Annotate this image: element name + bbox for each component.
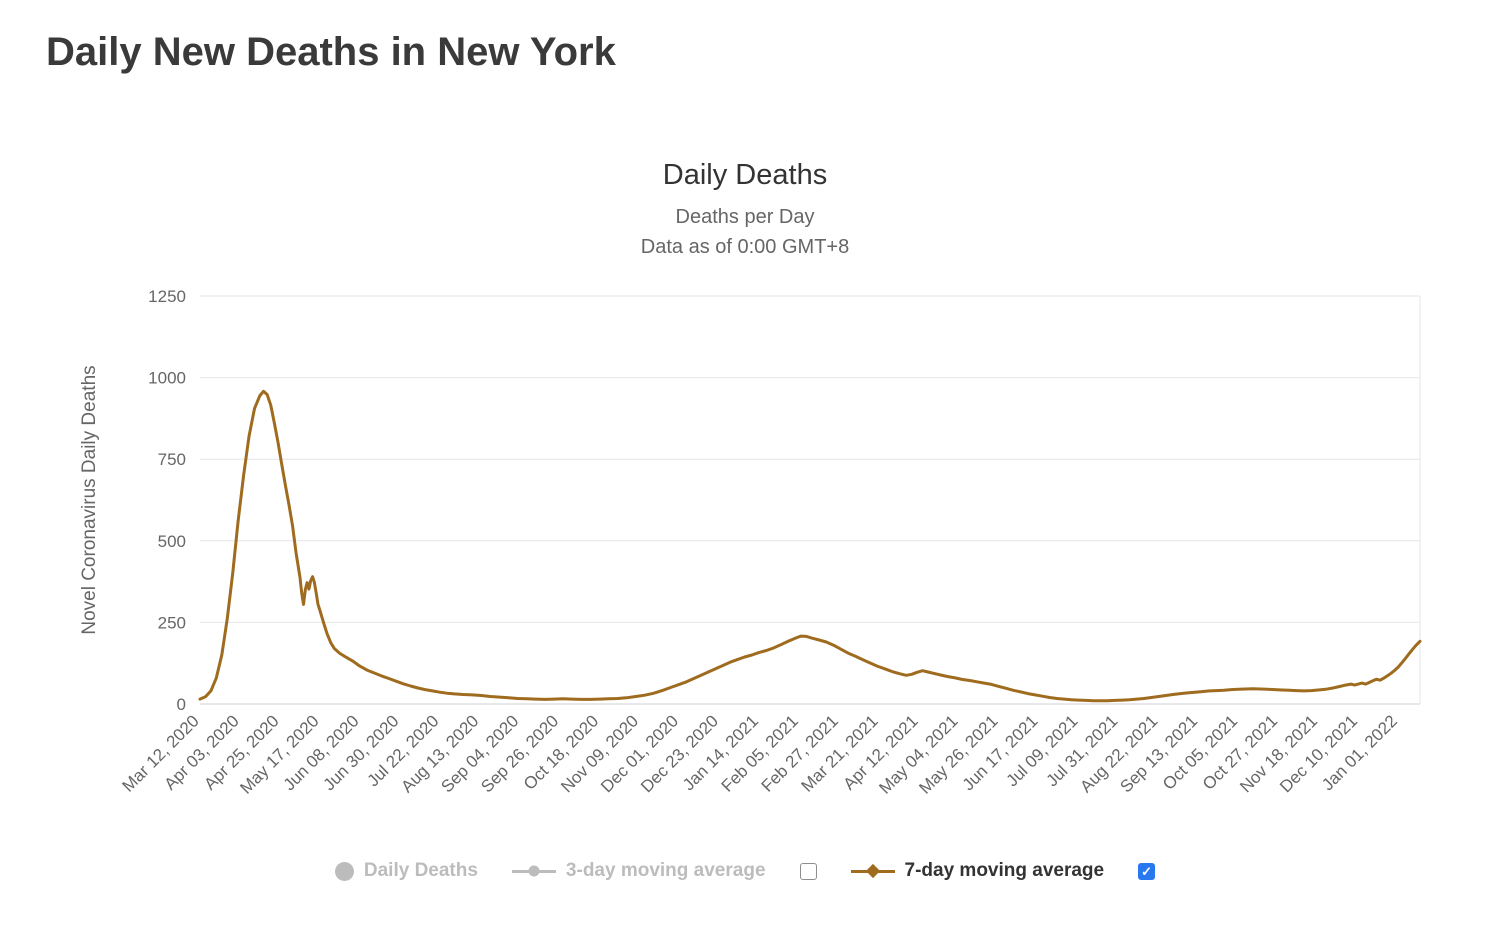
chart-subtitle-line1: Deaths per Day bbox=[675, 206, 815, 228]
circle-marker-icon bbox=[334, 861, 354, 881]
chart-plot: Novel Coronavirus Daily Deaths 0 250 500 75… bbox=[79, 287, 1422, 798]
legend-label: 3-day moving average bbox=[565, 860, 766, 881]
line-diamond-marker-icon bbox=[850, 863, 895, 879]
legend-label: Daily Deaths bbox=[363, 860, 478, 881]
chart-legend: Daily Deaths 3-day moving average ✓ 7-da… bbox=[0, 860, 1490, 882]
check-icon: ✓ bbox=[1141, 863, 1153, 879]
y-tick-label: 1000 bbox=[148, 369, 186, 388]
legend-label: 7-day moving average bbox=[904, 860, 1105, 881]
legend-checkbox-7-day[interactable]: ✓ bbox=[1138, 862, 1156, 880]
page-title: Daily New Deaths in New York bbox=[46, 30, 616, 74]
y-tick-label: 500 bbox=[158, 532, 186, 551]
legend-checkbox-3-day[interactable]: ✓ bbox=[799, 862, 817, 880]
y-tick-label: 1250 bbox=[148, 287, 186, 306]
grid-layer bbox=[200, 295, 1421, 705]
legend-item-daily-deaths[interactable]: Daily Deaths bbox=[334, 860, 478, 882]
chart-container: Daily Deaths Deaths per Day Data as of 0… bbox=[0, 159, 1490, 882]
line-circle-marker-icon bbox=[511, 865, 556, 877]
series-layer bbox=[198, 389, 1422, 703]
chart-title: Daily Deaths bbox=[662, 159, 828, 191]
series-line-7-day-moving-average[interactable] bbox=[198, 389, 1422, 703]
y-tick-label: 0 bbox=[177, 695, 186, 714]
legend-item-7-day-moving-average[interactable]: 7-day moving average bbox=[850, 860, 1105, 882]
y-axis-title: Novel Coronavirus Daily Deaths bbox=[79, 365, 100, 634]
y-tick-label: 750 bbox=[158, 450, 186, 469]
chart-subtitle-line2: Data as of 0:00 GMT+8 bbox=[640, 236, 850, 258]
legend-item-3-day-moving-average[interactable]: 3-day moving average bbox=[511, 860, 766, 882]
y-tick-label: 250 bbox=[158, 613, 186, 632]
